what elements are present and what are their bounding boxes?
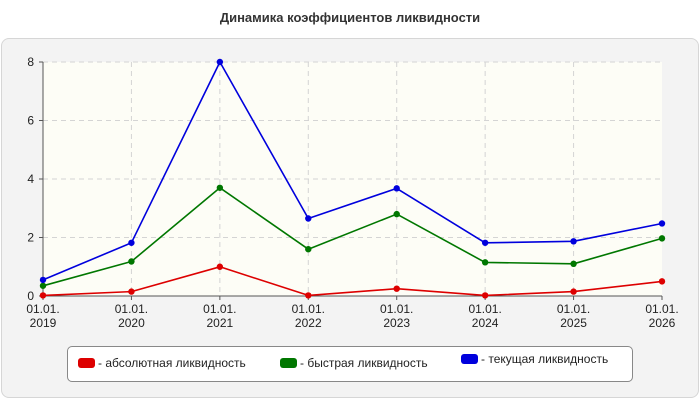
data-point (481, 292, 489, 299)
data-point (393, 285, 400, 292)
data-point (570, 238, 577, 245)
legend-item-current: - текущая ликвидность (461, 352, 608, 366)
x-tick-label: 01.01. 2024 (468, 302, 501, 330)
data-point (481, 239, 489, 246)
data-point (658, 220, 666, 227)
data-point (481, 259, 489, 266)
x-tick-label: 01.01. 2021 (203, 302, 236, 330)
x-tick-label: 01.01. 2025 (557, 302, 590, 330)
data-point (216, 184, 224, 191)
legend-swatch-current (461, 354, 478, 364)
data-point (216, 263, 224, 270)
legend-swatch-absolute (78, 358, 95, 368)
data-point (305, 292, 312, 299)
series-line-1 (42, 187, 663, 287)
data-point (570, 288, 577, 295)
chart-title: Динамика коэффициентов ликвидности (219, 10, 481, 25)
legend-label-current: - текущая ликвидность (481, 352, 609, 366)
x-tick-label: 01.01. 2023 (380, 302, 413, 330)
series-line-0 (42, 265, 663, 297)
series-line-2 (42, 61, 663, 281)
data-point (216, 58, 224, 66)
data-point (305, 215, 312, 222)
y-tick-label: 0 (27, 289, 34, 303)
x-tick-label: 01.01. 2022 (292, 302, 325, 330)
data-point (393, 185, 400, 192)
data-point (39, 276, 47, 284)
series-lines (39, 58, 666, 299)
legend-swatch-quick (280, 358, 297, 368)
legend-label-quick: - быстрая ликвидность (300, 356, 428, 370)
x-tick-label: 01.01. 2020 (115, 302, 148, 330)
data-point (305, 246, 312, 253)
data-point (128, 258, 135, 265)
legend-item-absolute: - абсолютная ликвидность (78, 356, 246, 370)
y-tick-label: 2 (27, 231, 34, 245)
data-point (570, 260, 577, 268)
y-tick-label: 6 (27, 114, 34, 128)
legend: - абсолютная ликвидность - быстрая ликви… (67, 346, 633, 382)
data-point (393, 210, 400, 218)
data-point (128, 288, 135, 295)
legend-item-quick: - быстрая ликвидность (280, 356, 428, 370)
data-point (658, 278, 666, 285)
grid (43, 61, 662, 296)
x-tick-label: 01.01. 2019 (26, 302, 59, 330)
y-tick-label: 4 (27, 172, 34, 186)
tick-labels: 0 2 4 6 8 01.01. 2019 01.01. 2020 01.01. 2021 01.01… (26, 55, 678, 330)
x-tick-label: 01.01. 2026 (645, 302, 678, 330)
data-point (39, 282, 47, 289)
data-point (39, 292, 47, 299)
data-point (658, 235, 666, 242)
legend-label-absolute: - абсолютная ликвидность (98, 356, 246, 370)
data-point (128, 239, 135, 246)
y-tick-label: 8 (27, 55, 34, 69)
